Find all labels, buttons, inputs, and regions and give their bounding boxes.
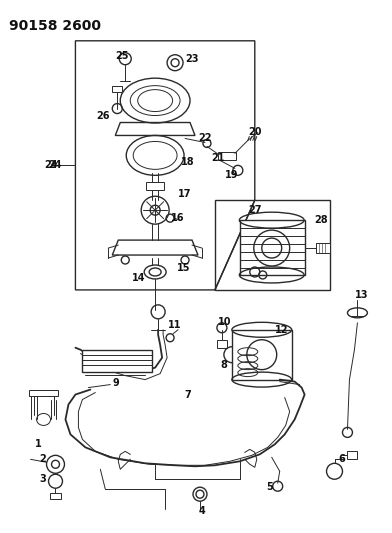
Text: 10: 10 xyxy=(218,317,232,327)
Text: 2: 2 xyxy=(39,454,46,464)
Text: 26: 26 xyxy=(96,110,110,120)
Text: 22: 22 xyxy=(198,133,212,143)
Bar xyxy=(232,330,292,379)
Bar xyxy=(217,340,227,348)
Bar xyxy=(316,243,330,253)
Text: 5: 5 xyxy=(266,482,273,492)
Text: 24: 24 xyxy=(44,160,57,171)
Bar xyxy=(112,86,122,92)
Text: 1: 1 xyxy=(35,439,42,449)
Bar xyxy=(82,350,152,372)
Text: 12: 12 xyxy=(275,325,289,335)
Text: 8: 8 xyxy=(220,360,227,370)
Text: 7: 7 xyxy=(185,390,191,400)
Text: 14: 14 xyxy=(131,273,145,283)
Bar xyxy=(146,182,164,190)
Bar xyxy=(347,451,358,459)
Text: 17: 17 xyxy=(178,189,192,199)
Text: 11: 11 xyxy=(168,320,182,330)
Text: 16: 16 xyxy=(171,213,185,223)
Text: 19: 19 xyxy=(225,171,239,180)
Bar xyxy=(29,390,58,395)
Text: 23: 23 xyxy=(185,54,199,64)
Text: 4: 4 xyxy=(199,506,205,516)
Text: 21: 21 xyxy=(211,154,225,164)
Text: 24: 24 xyxy=(49,160,62,171)
Bar xyxy=(240,220,305,275)
Text: 6: 6 xyxy=(338,454,345,464)
Text: 15: 15 xyxy=(177,263,191,273)
Text: 18: 18 xyxy=(181,157,195,167)
Text: 90158 2600: 90158 2600 xyxy=(9,19,101,33)
Text: 27: 27 xyxy=(248,205,261,215)
Text: 25: 25 xyxy=(116,51,129,61)
Bar xyxy=(218,152,236,160)
Text: 20: 20 xyxy=(248,127,261,138)
Text: 28: 28 xyxy=(315,215,328,225)
Text: 9: 9 xyxy=(113,377,120,387)
Bar xyxy=(49,493,62,499)
Text: 3: 3 xyxy=(39,474,46,484)
Text: 13: 13 xyxy=(355,290,368,300)
